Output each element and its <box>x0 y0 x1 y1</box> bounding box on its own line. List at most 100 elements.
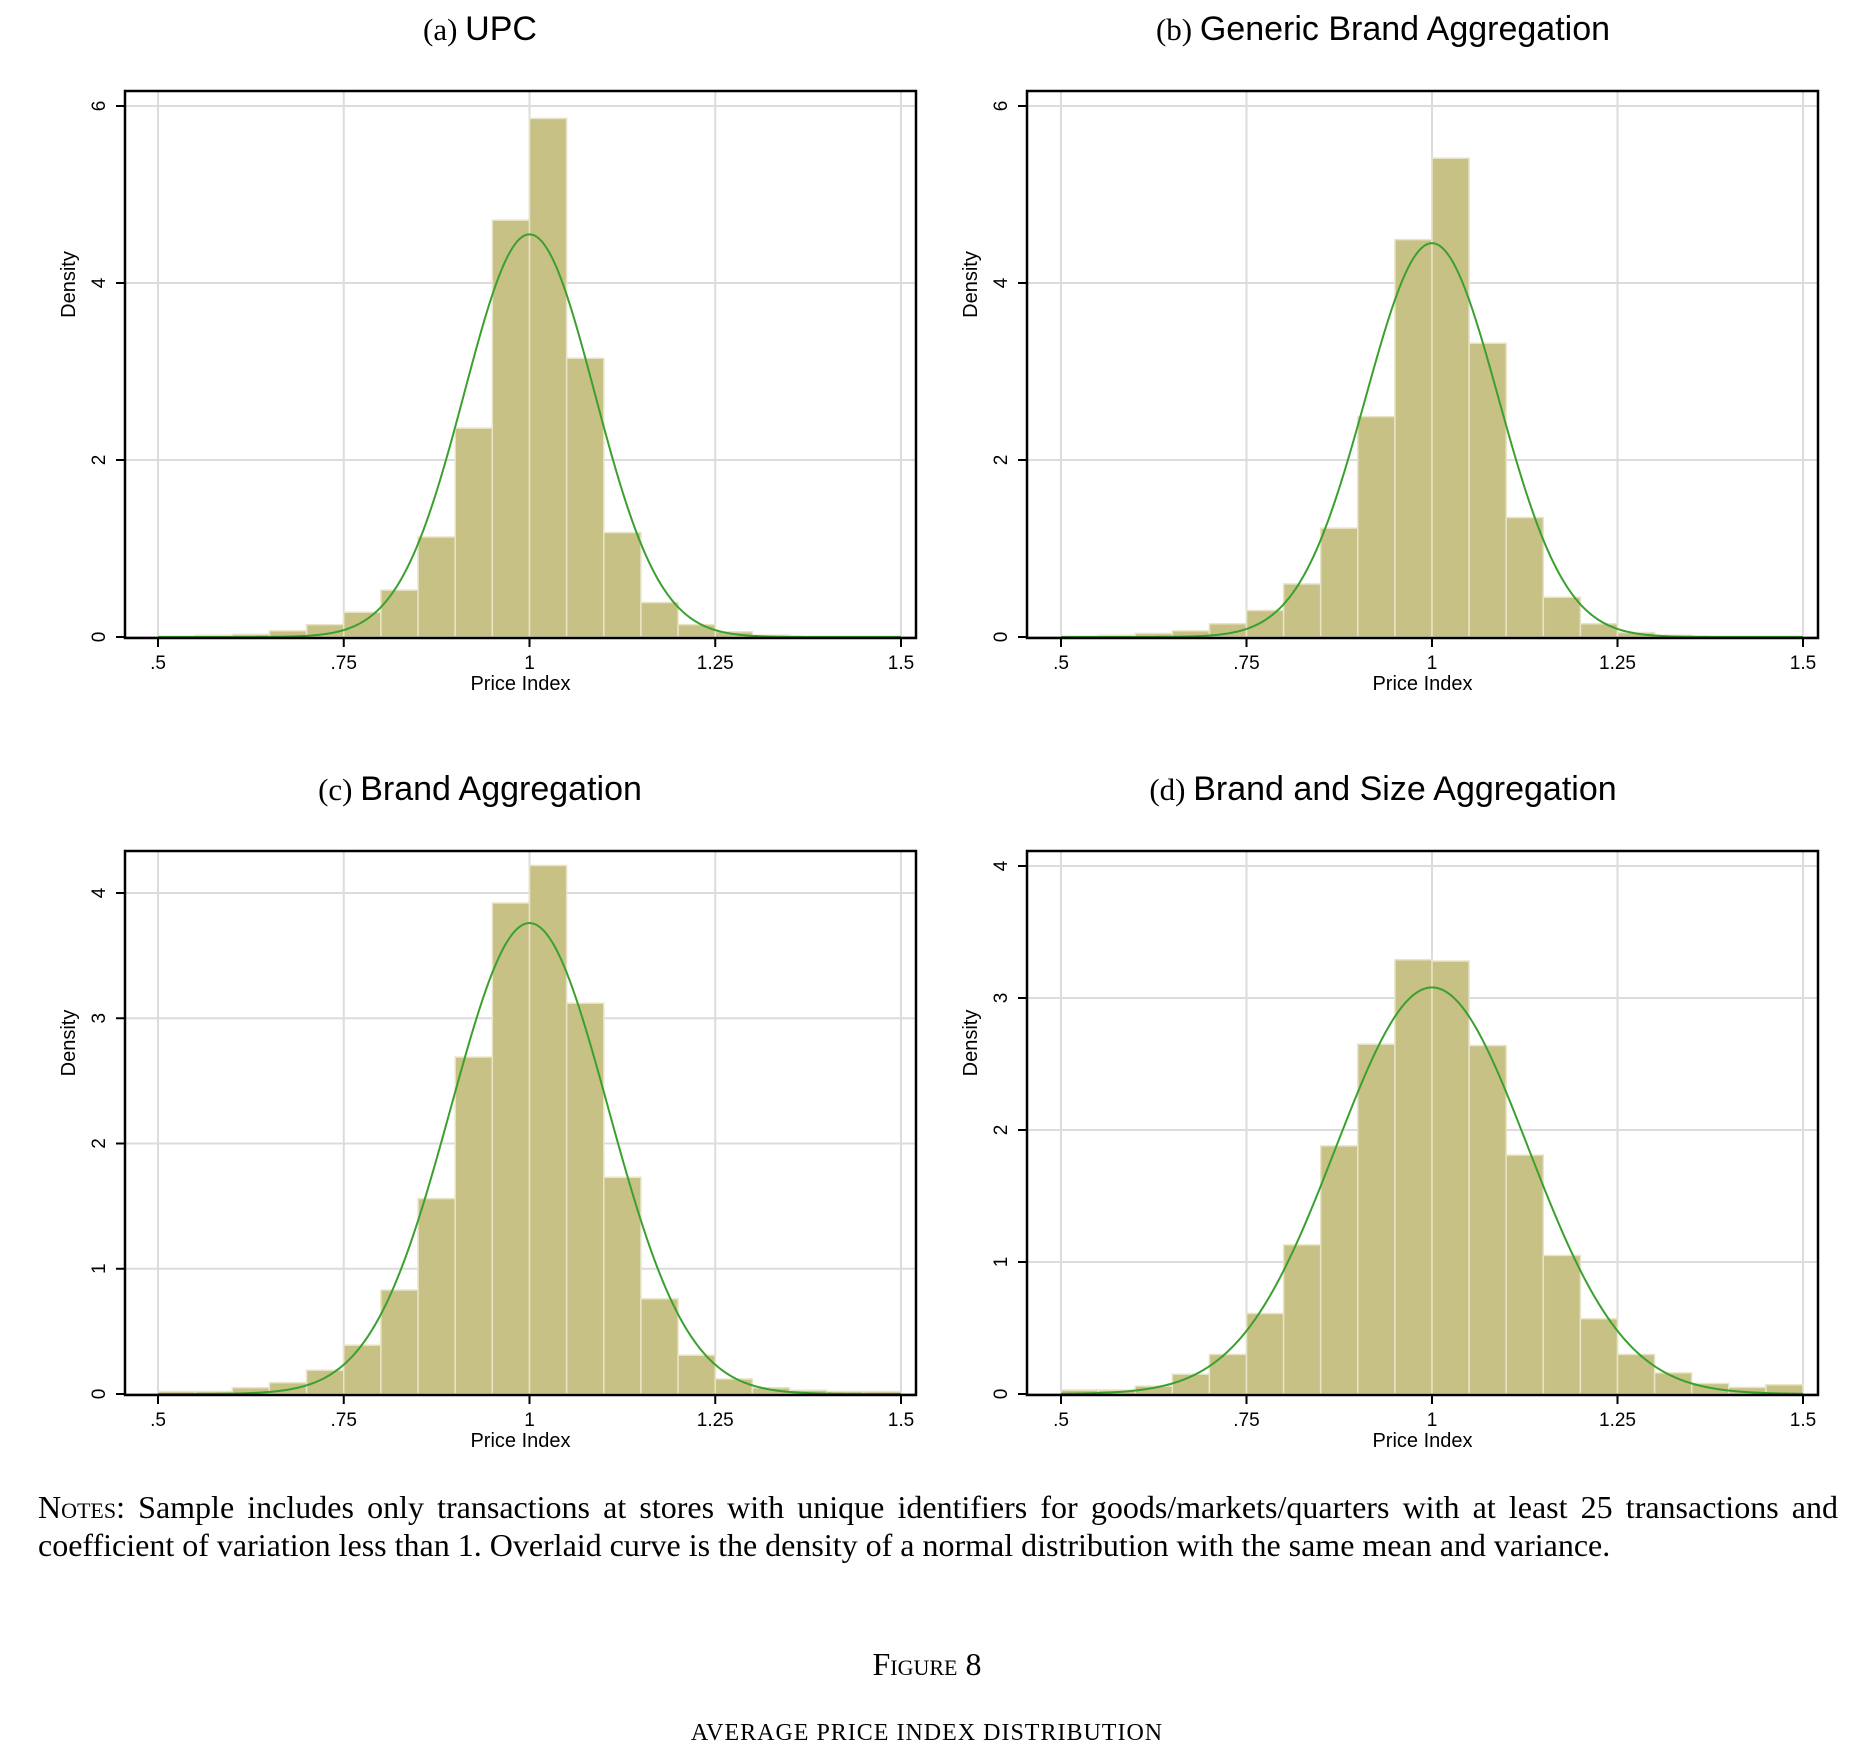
x-tick-label: 1 <box>524 653 535 674</box>
x-tick-label: .75 <box>1233 653 1259 674</box>
panel-title-label: (b) <box>1156 12 1200 47</box>
histogram-bar <box>417 1197 456 1395</box>
histogram-bar <box>417 536 456 638</box>
histogram-bar <box>677 1354 716 1395</box>
y-tick-label: 6 <box>89 101 110 112</box>
chart-panel-d: .5 .75 1 1.25 1.5 0 1 2 3 4 Price Index Density (d) … <box>960 770 1820 1452</box>
histogram-bar <box>1394 238 1433 638</box>
y-tick-label: 0 <box>89 632 110 643</box>
histogram-bar <box>1357 415 1396 638</box>
y-tick-label: 0 <box>991 1389 1012 1400</box>
histogram-bar <box>380 1289 419 1395</box>
panel-title: (c) Brand Aggregation <box>318 770 642 808</box>
x-tick-label: .5 <box>150 653 166 674</box>
histogram-bar <box>343 1344 382 1395</box>
histogram-bar <box>1468 1044 1507 1395</box>
histogram-bar <box>640 1298 679 1395</box>
normal-density-curve <box>158 233 901 638</box>
histogram-bar <box>305 1369 345 1395</box>
panel-title-text: Brand and Size Aggregation <box>1193 770 1616 808</box>
histogram-bar <box>1505 516 1545 638</box>
histogram-bar <box>343 611 382 638</box>
panel-title-text: Generic Brand Aggregation <box>1200 10 1610 48</box>
histogram-bar <box>454 1056 494 1395</box>
y-tick-label: 6 <box>991 101 1012 112</box>
panel-title-text: UPC <box>465 10 537 48</box>
y-tick-label: 4 <box>991 860 1012 871</box>
histogram-bar <box>565 357 605 638</box>
x-axis-label: Price Index <box>1372 1430 1472 1452</box>
histogram-bar <box>565 1002 605 1395</box>
x-tick-label: 1.25 <box>697 1410 734 1431</box>
x-tick-label: .75 <box>331 653 357 674</box>
x-tick-label: 1.5 <box>888 653 914 674</box>
panel-title-label: (d) <box>1149 772 1193 807</box>
panel-title: (b) Generic Brand Aggregation <box>1156 10 1610 48</box>
y-tick-label: 0 <box>89 1389 110 1400</box>
panel-title-label: (c) <box>318 772 360 807</box>
x-tick-label: 1 <box>1427 1410 1438 1431</box>
histogram-bar <box>714 1378 754 1395</box>
histogram-bar <box>1319 527 1359 638</box>
histogram-bar <box>1616 1353 1656 1395</box>
panel-title: (d) Brand and Size Aggregation <box>1149 770 1616 808</box>
x-tick-label: .75 <box>331 1410 357 1431</box>
x-tick-label: .75 <box>1233 1410 1259 1431</box>
plot-frame <box>123 89 918 640</box>
y-tick-label: 1 <box>991 1257 1012 1268</box>
histogram-bar <box>1505 1154 1545 1395</box>
y-tick-label: 2 <box>991 455 1012 466</box>
histogram-bar <box>491 902 531 1395</box>
histogram-bar <box>528 864 568 1395</box>
y-tick-label: 1 <box>89 1263 110 1274</box>
histogram-bar <box>1357 1043 1396 1395</box>
histogram-bar <box>1431 157 1470 638</box>
histogram-bar <box>1245 1312 1285 1395</box>
chart-panel-b: .5 .75 1 1.25 1.5 0 2 4 6 Price Index Density (b) G… <box>960 10 1820 695</box>
y-tick-label: 0 <box>991 632 1012 643</box>
x-tick-label: .5 <box>150 1410 166 1431</box>
x-tick-label: 1.25 <box>1599 1410 1636 1431</box>
x-tick-label: 1 <box>524 1410 535 1431</box>
y-tick-label: 4 <box>89 887 110 898</box>
histogram-bar <box>1208 1353 1248 1395</box>
histogram-bar <box>1431 960 1470 1395</box>
normal-density-curve <box>158 922 901 1395</box>
histogram-bar <box>1319 1145 1359 1395</box>
figure-number: Figure 8 <box>872 1646 982 1682</box>
panel-title-label: (a) <box>423 12 465 47</box>
plot-frame <box>1025 89 1820 640</box>
plot-frame <box>1025 849 1820 1397</box>
chart-panel-a: .5 .75 1 1.25 1.5 0 2 4 6 Price Index Density (a) U… <box>58 10 918 695</box>
histogram-bar <box>454 427 494 638</box>
figure-caption: AVERAGE PRICE INDEX DISTRIBUTION <box>690 1720 1164 1746</box>
x-tick-label: 1.5 <box>888 1410 914 1431</box>
notes-text: Sample includes only transactions at sto… <box>38 1489 1839 1563</box>
plot-frame <box>123 849 918 1397</box>
histogram-bar <box>491 219 531 638</box>
histogram-bar <box>1282 583 1322 638</box>
x-tick-label: 1.5 <box>1790 1410 1816 1431</box>
histogram-bar <box>1282 1244 1322 1395</box>
histogram-bar <box>603 531 642 638</box>
x-tick-label: .5 <box>1053 1410 1069 1431</box>
chart-panel-c: .5 .75 1 1.25 1.5 0 1 2 3 4 Price Index Density (c) … <box>58 770 918 1452</box>
normal-density-curve <box>1061 242 1803 638</box>
y-tick-label: 4 <box>991 277 1012 288</box>
notes-label: Notes: <box>38 1489 125 1525</box>
histogram-bar <box>1579 1318 1619 1395</box>
x-tick-label: 1.25 <box>1599 653 1636 674</box>
y-axis-label: Density <box>58 1010 80 1077</box>
figure-notes: Notes: Sample includes only transactions… <box>38 1488 1838 1564</box>
histogram-bar <box>677 623 716 638</box>
y-tick-label: 3 <box>991 993 1012 1004</box>
y-axis-label: Density <box>58 251 80 318</box>
y-tick-label: 3 <box>89 1013 110 1024</box>
histogram-bar <box>640 601 679 638</box>
histogram-bar <box>380 589 419 638</box>
histogram-bar <box>603 1176 642 1395</box>
normal-density-curve <box>1060 986 1804 1395</box>
panel-title: (a) UPC <box>423 10 537 48</box>
y-tick-label: 4 <box>89 277 110 288</box>
